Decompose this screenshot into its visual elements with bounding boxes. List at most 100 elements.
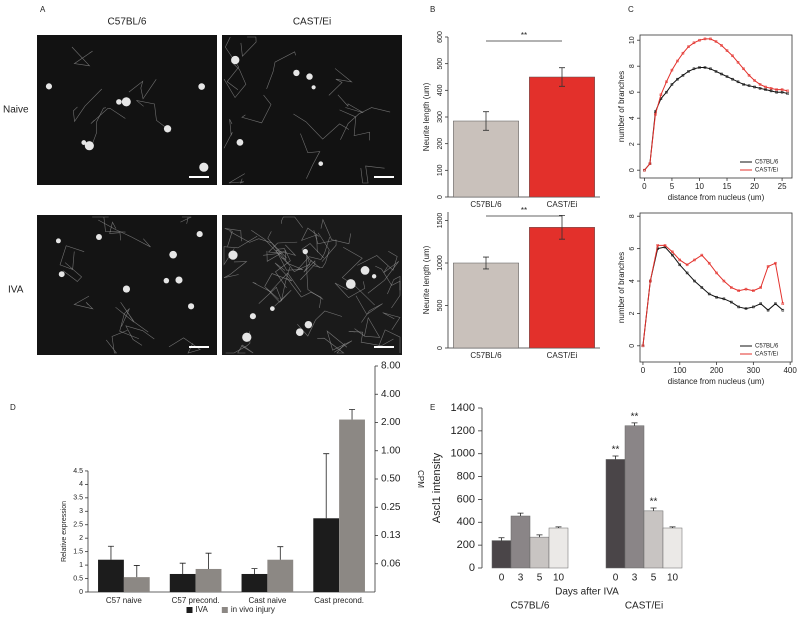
- bar: [453, 120, 519, 198]
- point: [731, 77, 734, 81]
- neurite: [223, 235, 258, 266]
- neurite: [125, 325, 155, 346]
- neurite: [326, 330, 353, 353]
- cell-body: [311, 85, 316, 90]
- micrographs: [37, 35, 402, 355]
- point: [775, 90, 778, 94]
- bar: [548, 527, 569, 569]
- point: [742, 83, 745, 86]
- x-tick-label: Cast naive: [248, 596, 286, 605]
- significance-label: **: [650, 497, 658, 508]
- neurite: [275, 244, 304, 271]
- point: [714, 40, 718, 43]
- x-tick-label: 0: [613, 573, 619, 584]
- x-tick-label: C57 naive: [106, 596, 143, 605]
- neurite: [264, 262, 293, 287]
- cell-body: [306, 73, 313, 80]
- micrograph: [37, 35, 217, 185]
- neurite: [355, 295, 383, 323]
- x-tick-label: C57BL/6: [470, 351, 502, 360]
- legend-label: CAST/Ei: [755, 168, 778, 174]
- neurite: [275, 248, 291, 288]
- point: [714, 70, 718, 73]
- bar: [662, 527, 683, 569]
- y-tick-label: 2: [629, 311, 636, 315]
- point: [700, 253, 704, 257]
- neurite: [168, 337, 201, 354]
- point: [737, 305, 740, 309]
- plot-frame: [639, 34, 793, 179]
- neurite: [286, 277, 322, 308]
- point: [758, 87, 762, 90]
- x-tick-label: 25: [778, 182, 787, 191]
- point: [736, 80, 740, 84]
- y2-tick-label: 0.06: [381, 558, 401, 569]
- y-tick-label: 0: [437, 346, 444, 350]
- group-label: CAST/Ei: [625, 601, 663, 612]
- cell-body: [242, 332, 252, 342]
- cell-body: [198, 83, 205, 90]
- neurite: [354, 316, 381, 338]
- error-bar: [498, 537, 505, 541]
- y-tick-label: 100: [437, 164, 444, 176]
- cell-body: [304, 320, 313, 329]
- point: [766, 265, 770, 268]
- neurite: [339, 109, 370, 141]
- x-tick-label: 0: [642, 182, 647, 191]
- neurite: [241, 94, 272, 124]
- neurite: [228, 173, 245, 184]
- point: [709, 67, 712, 71]
- point: [780, 90, 784, 94]
- point: [736, 61, 740, 64]
- error-bar: [536, 534, 543, 538]
- x-tick-label: 0: [641, 366, 646, 375]
- point: [786, 92, 789, 95]
- point: [742, 67, 745, 71]
- neurite: [377, 329, 401, 353]
- error-bar: [559, 215, 565, 240]
- bar: [529, 76, 595, 198]
- error-bar: [559, 67, 565, 87]
- point: [720, 72, 723, 76]
- point: [715, 295, 718, 299]
- error-bar: [650, 507, 657, 511]
- neurite: [320, 218, 352, 245]
- group-label: C57BL/6: [511, 601, 550, 612]
- neurite: [136, 100, 172, 132]
- point: [764, 85, 767, 89]
- neurite: [258, 266, 291, 304]
- neurite: [337, 94, 364, 114]
- series-line: [642, 246, 784, 346]
- point: [676, 59, 679, 63]
- significance-label: **: [612, 445, 620, 456]
- x-tick-label: CAST/Ei: [547, 200, 578, 209]
- point: [774, 302, 777, 305]
- significance-label: **: [521, 31, 527, 40]
- y-tick-label: 500: [437, 300, 444, 312]
- error-bar: [517, 512, 524, 516]
- legend-swatch: [221, 607, 228, 613]
- cell-body: [55, 238, 61, 244]
- neurite: [71, 46, 93, 67]
- neurite: [382, 312, 401, 331]
- point: [781, 308, 785, 312]
- cell-body: [163, 125, 172, 133]
- point: [676, 77, 679, 81]
- point: [670, 83, 674, 86]
- neurite: [266, 51, 296, 89]
- bar: [169, 573, 196, 592]
- x-tick-label: 0: [499, 573, 505, 584]
- y-tick-label: 8: [629, 214, 636, 218]
- cell-body: [116, 99, 122, 105]
- y-tick-label: 4.5: [73, 468, 83, 475]
- y-tick-label: 400: [437, 84, 444, 96]
- y-tick-label: 1000: [451, 448, 475, 460]
- cell-body: [163, 277, 170, 284]
- y-tick-label: 1400: [451, 402, 475, 414]
- point: [753, 79, 756, 82]
- cell-body: [270, 306, 275, 311]
- panel-label: D: [10, 403, 16, 412]
- bar: [510, 515, 531, 569]
- micrograph: [222, 35, 402, 185]
- legend-label: C57BL/6: [755, 344, 779, 350]
